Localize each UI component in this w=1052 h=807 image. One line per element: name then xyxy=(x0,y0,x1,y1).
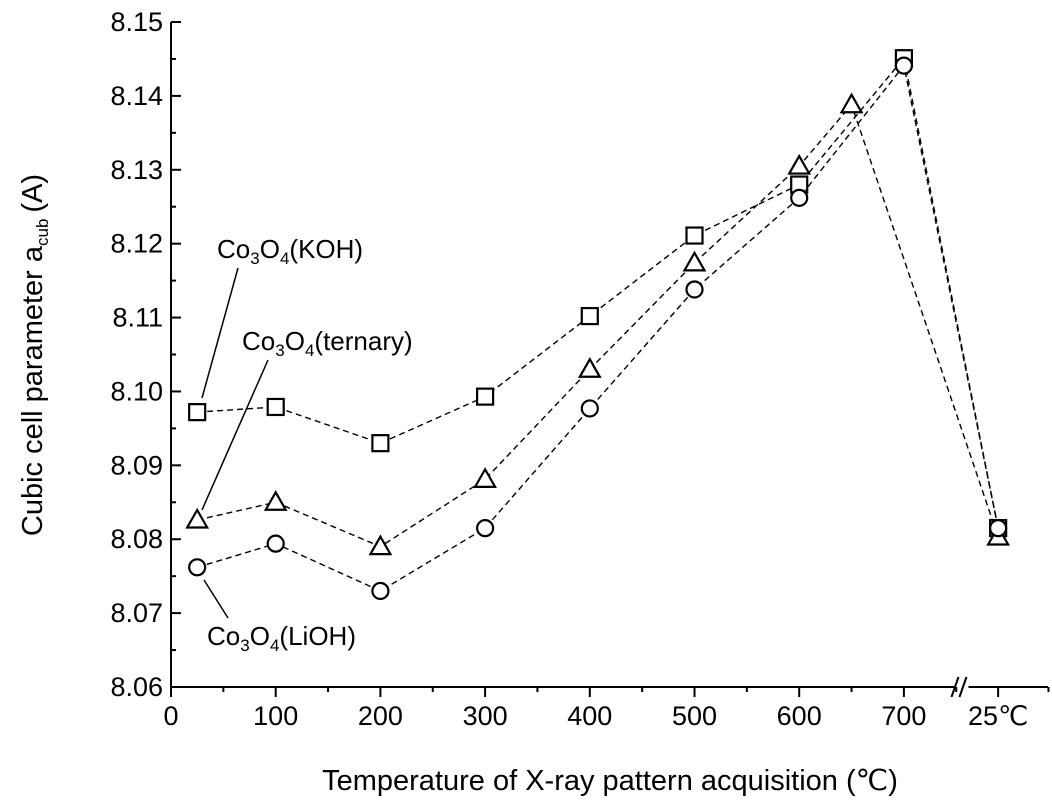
y-tick-label: 8.06 xyxy=(110,672,163,702)
data-point-lioh xyxy=(476,519,495,538)
series-lioh-line xyxy=(196,63,999,592)
y-tick-label: 8.12 xyxy=(110,229,163,259)
data-point-ternary xyxy=(839,92,864,114)
data-point-koh xyxy=(476,387,495,406)
data-point-koh xyxy=(580,306,599,326)
y-tick-label: 8.14 xyxy=(110,81,163,111)
data-point-lioh xyxy=(580,399,599,418)
annotation-ternary-leader xyxy=(201,359,269,511)
data-point-ternary xyxy=(787,153,812,175)
data-point-ternary xyxy=(577,357,602,378)
annotation-ternary-label: Co3O4(ternary) xyxy=(242,326,413,360)
x-tick-label: 300 xyxy=(463,701,508,731)
data-point-koh xyxy=(266,397,285,417)
data-point-lioh xyxy=(790,188,809,207)
data-point-lioh xyxy=(685,280,704,299)
data-point-koh xyxy=(685,226,704,245)
y-tick-label: 8.08 xyxy=(110,524,163,554)
x-tick-label: 500 xyxy=(672,701,717,731)
data-point-koh xyxy=(188,403,207,422)
annotation-koh-label: Co3O4(KOH) xyxy=(217,234,363,268)
axis-break-mark xyxy=(950,676,960,698)
annotation-koh: Co3O4(KOH) xyxy=(201,234,363,399)
x-tick-label: 200 xyxy=(358,701,403,731)
y-tick-label: 8.15 xyxy=(110,7,163,37)
axis-break-mark xyxy=(958,676,968,698)
data-point-ternary xyxy=(682,250,707,272)
y-tick-label: 8.11 xyxy=(112,303,163,333)
data-point-ternary xyxy=(473,467,497,488)
x-tick-label: 0 xyxy=(163,701,178,731)
x-tick-label: 600 xyxy=(777,701,822,731)
y-tick-label: 8.09 xyxy=(110,450,163,480)
x-tick-label: 400 xyxy=(567,701,612,731)
data-point-koh xyxy=(371,434,390,453)
series-koh xyxy=(188,49,1008,538)
x-tick-label: 25℃ xyxy=(968,701,1028,731)
labels-layer: Temperature of X-ray pattern acquisition… xyxy=(17,174,898,797)
annotation-lioh-leader xyxy=(203,579,229,619)
data-point-ternary xyxy=(368,534,393,556)
data-point-lioh xyxy=(894,56,914,75)
y-axis-title-sub: cub xyxy=(33,219,52,246)
annotation-lioh: Co3O4(LiOH) xyxy=(203,579,356,655)
x-tick-label: 700 xyxy=(881,701,926,731)
data-point-lioh xyxy=(371,581,390,601)
x-tick-label: 100 xyxy=(253,701,298,731)
annotation-koh-leader xyxy=(201,267,239,399)
data-point-lioh xyxy=(266,534,285,553)
series-koh-line xyxy=(197,56,999,529)
y-tick-label: 8.07 xyxy=(110,598,163,628)
series-lioh xyxy=(188,56,1008,601)
y-tick-label: 8.13 xyxy=(110,155,163,185)
data-point-lioh xyxy=(188,558,207,577)
series-layer xyxy=(185,49,1011,601)
data-point-ternary xyxy=(185,507,210,529)
x-axis-title: Temperature of X-ray pattern acquisition… xyxy=(322,765,898,797)
y-axis-title-main: Cubic cell parameter a xyxy=(17,245,49,536)
y-axis-title-unit: (A) xyxy=(17,174,49,213)
y-tick-label: 8.10 xyxy=(110,376,163,406)
data-point-ternary xyxy=(263,490,288,511)
axes: 8.06 8.07 8.08 8.09 8.10 8.11 8.12 8.13 8.14 8.15… xyxy=(110,7,1050,731)
data-point-lioh xyxy=(989,519,1008,538)
y-axis-title: Cubic cell parameter acub (A) xyxy=(17,174,52,536)
annotation-ternary: Co3O4(ternary) xyxy=(201,326,413,511)
annotation-lioh-label: Co3O4(LiOH) xyxy=(207,621,356,655)
